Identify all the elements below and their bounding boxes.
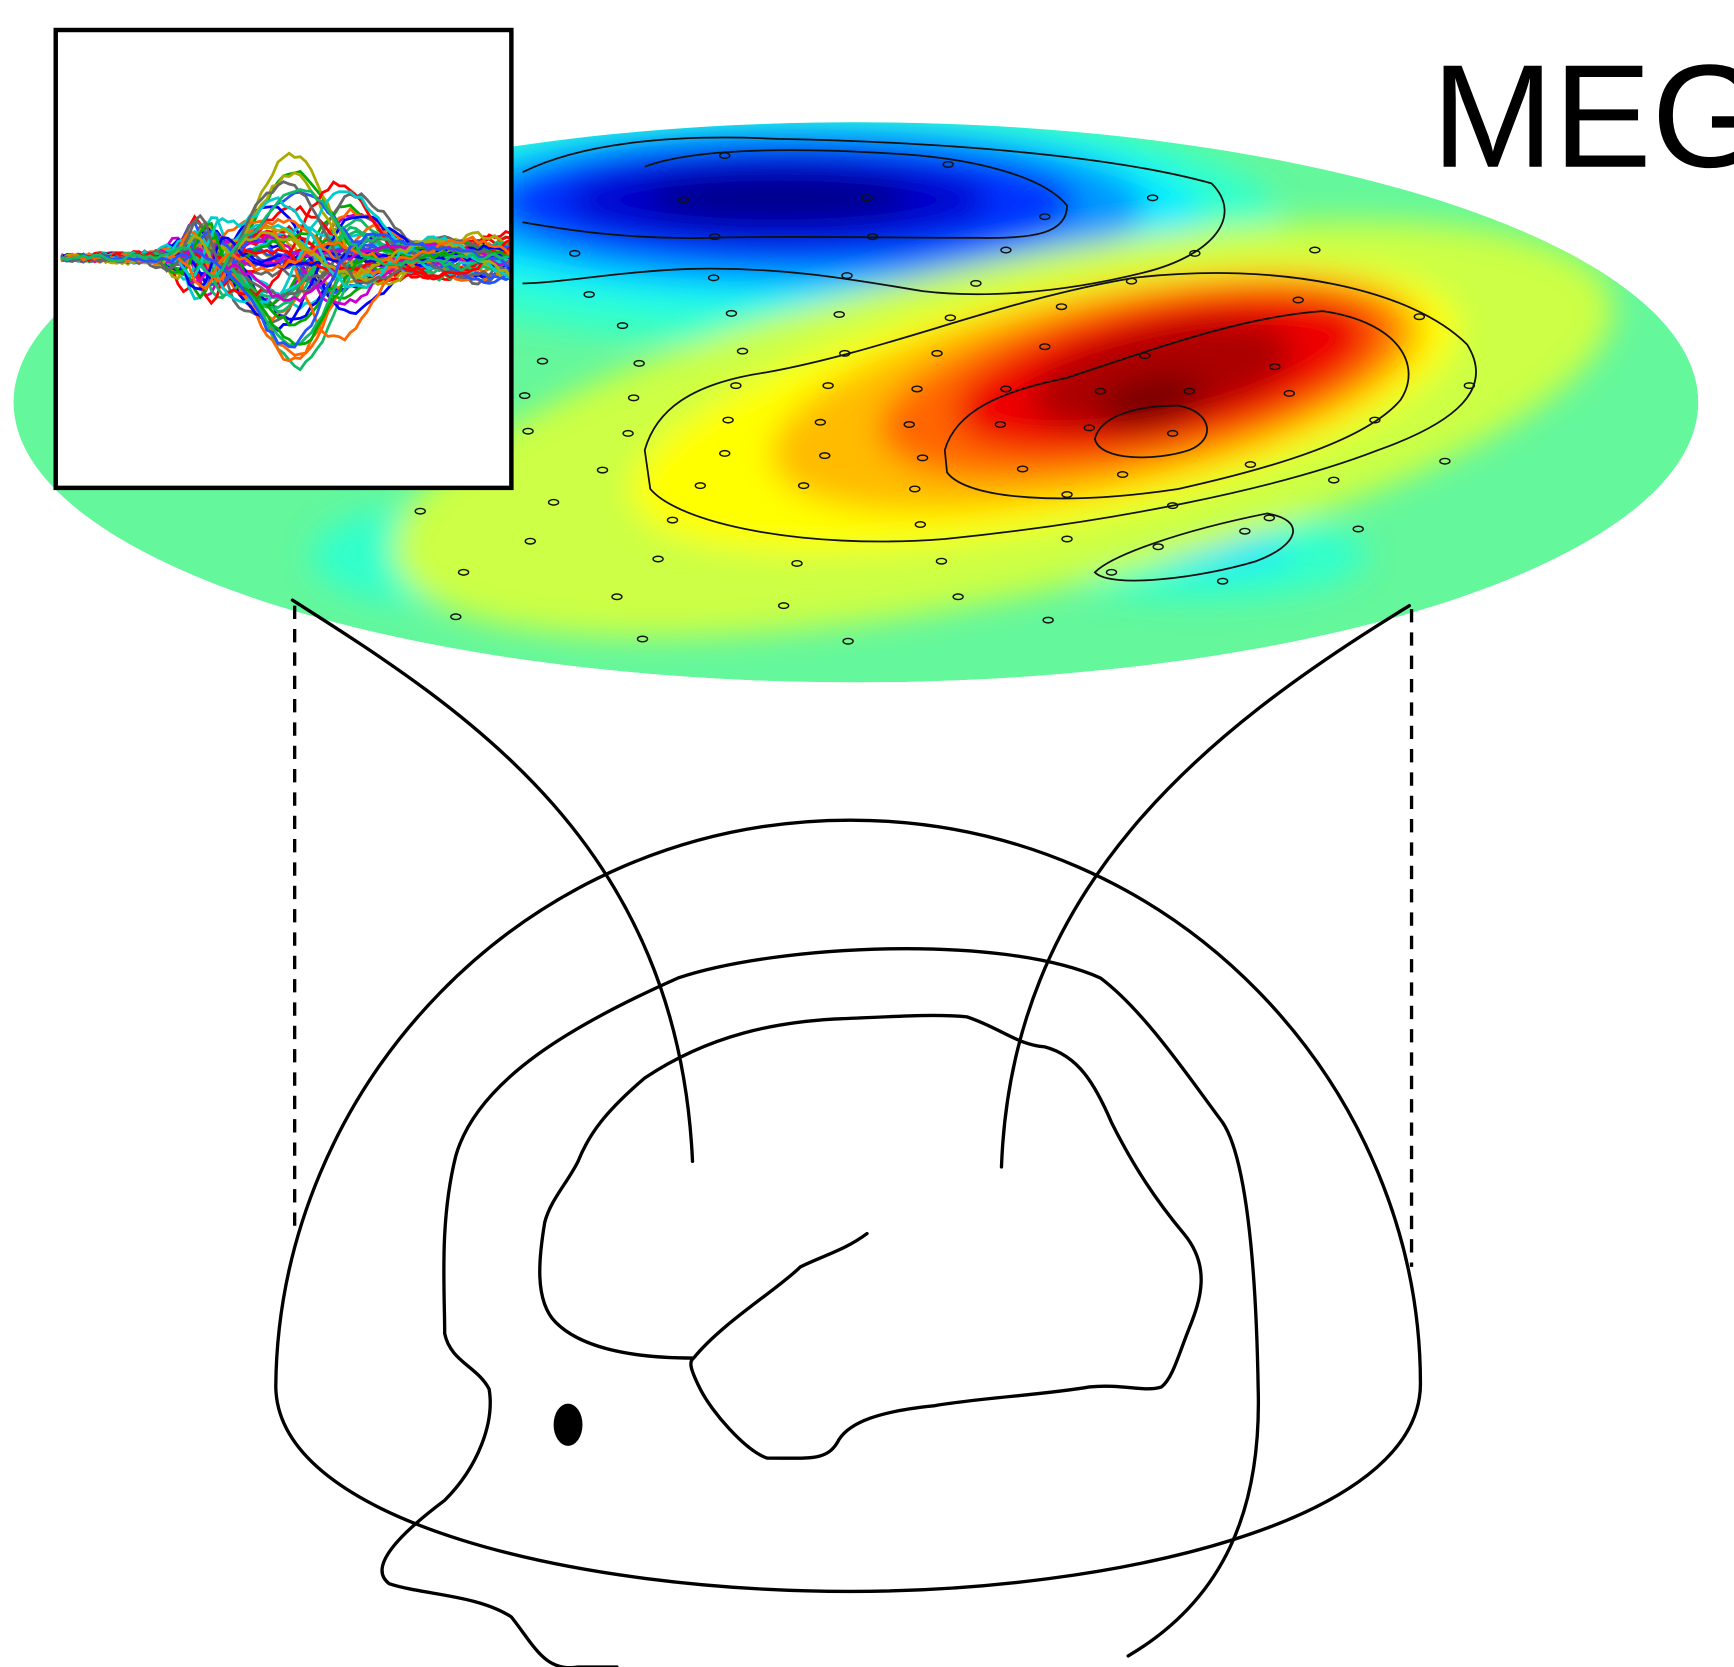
field-line-left	[292, 600, 692, 1161]
modality-label: MEG	[1432, 35, 1734, 199]
meg-diagram: MEG	[0, 0, 1734, 1667]
source-dipole	[554, 1404, 583, 1446]
brain	[540, 1015, 1201, 1458]
page: MEG (() => { const data = JSON.parse(doc…	[0, 0, 1734, 1667]
field-line-right	[1001, 606, 1409, 1167]
head-profile	[382, 949, 1258, 1667]
